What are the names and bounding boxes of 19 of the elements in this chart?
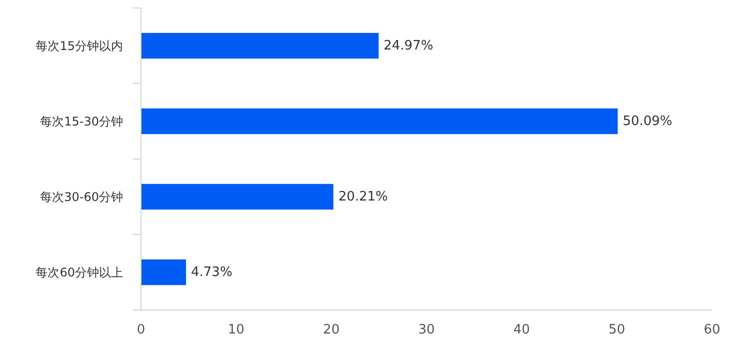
x-tick-label: 10 bbox=[228, 322, 244, 338]
x-tick-label: 50 bbox=[608, 322, 626, 338]
x-tick-label: 20 bbox=[323, 322, 340, 338]
y-tick-label: 每次15-30分钟 bbox=[40, 114, 123, 128]
bar bbox=[141, 32, 379, 59]
bar bbox=[141, 259, 186, 286]
data-label: 24.97% bbox=[384, 38, 434, 54]
y-tick-label: 每次15分钟以内 bbox=[36, 38, 123, 53]
data-label: 50.09% bbox=[622, 114, 672, 129]
x-tick-label: 40 bbox=[513, 322, 530, 338]
x-tick-label: 30 bbox=[418, 322, 435, 338]
y-tick-label: 每次30-60分钟 bbox=[40, 190, 123, 204]
x-tick-label: 60 bbox=[704, 322, 720, 338]
data-label: 20.21% bbox=[338, 189, 388, 204]
x-tick-label: 0 bbox=[136, 322, 146, 338]
bar bbox=[141, 184, 334, 210]
data-label: 4.73% bbox=[191, 264, 232, 280]
bar bbox=[141, 108, 618, 134]
y-tick-label: 每次60分钟以上 bbox=[36, 265, 123, 280]
